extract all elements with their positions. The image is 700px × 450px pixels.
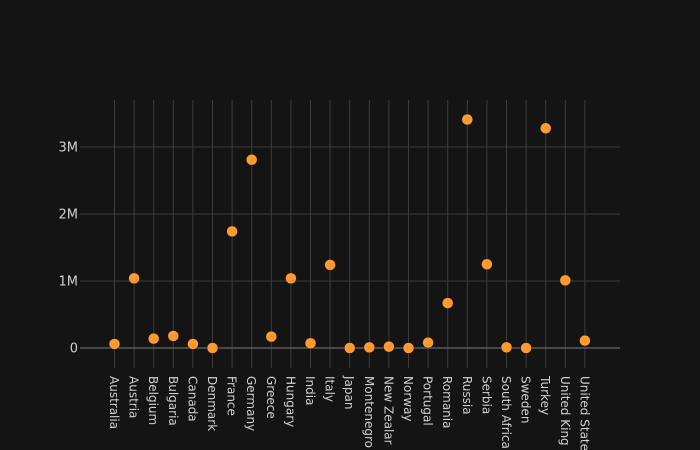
data-point-sweden: [520, 342, 532, 354]
x-tick-label: Austria: [127, 376, 141, 418]
x-tick-label: Turkey: [538, 375, 552, 415]
data-point-romania: [441, 297, 454, 309]
x-tick-label: United King: [558, 376, 572, 446]
x-tick-label: Germany: [244, 376, 258, 431]
x-tick-label: Denmark: [205, 376, 219, 431]
y-axis-ticks: 0 1M 2M 3M: [59, 141, 79, 357]
data-points: [108, 113, 591, 354]
data-point-hungary: [285, 272, 297, 285]
data-point-austria: [128, 272, 140, 285]
data-point-turkey: [539, 122, 552, 134]
x-tick-label: Hungary: [283, 376, 297, 427]
x-tick-label: Norway: [401, 376, 415, 422]
x-tick-label: Italy: [323, 376, 337, 402]
x-tick-label: South Africa: [499, 376, 513, 449]
x-tick-label: Greece: [264, 376, 278, 419]
data-point-serbia: [481, 258, 493, 270]
x-tick-label: New Zealar: [381, 376, 395, 445]
x-axis-ticks: Australia Austria Belgium Bulgaria Canada Den…: [107, 375, 591, 450]
x-tick-label: Australia: [107, 376, 121, 429]
data-point-united-kingdom: [559, 274, 572, 287]
x-tick-label: Japan: [342, 375, 356, 409]
data-point-bulgaria: [167, 330, 180, 342]
data-point-germany: [245, 153, 258, 166]
y-tick-label: 2M: [59, 208, 79, 223]
x-tick-label: Russia: [460, 376, 474, 415]
x-tick-label: Canada: [185, 376, 199, 422]
data-point-montenegro: [363, 341, 376, 354]
y-tick-label: 0: [70, 342, 78, 357]
data-point-france: [226, 225, 238, 238]
data-point-norway: [402, 342, 415, 354]
data-point-greece: [265, 330, 278, 343]
x-tick-label: United State: [577, 376, 591, 450]
data-point-australia: [108, 338, 121, 350]
data-point-india: [304, 337, 317, 350]
data-point-south-africa: [500, 341, 513, 354]
data-point-denmark: [206, 342, 219, 354]
x-tick-label: Montenegro: [362, 376, 376, 448]
data-point-japan: [343, 342, 356, 354]
data-point-united-states: [579, 334, 591, 347]
data-point-canada: [187, 338, 199, 350]
x-tick-label: Bulgaria: [166, 376, 180, 426]
data-point-portugal: [422, 336, 434, 349]
data-point-new-zealand: [383, 340, 395, 353]
x-tick-label: India: [303, 376, 317, 405]
x-tick-label: France: [225, 376, 239, 416]
x-tick-label: Sweden: [519, 376, 533, 423]
x-tick-label: Belgium: [146, 376, 160, 425]
data-point-russia: [461, 113, 474, 126]
x-tick-label: Serbia: [479, 376, 493, 414]
x-tick-label: Romania: [440, 376, 454, 428]
y-tick-label: 3M: [59, 141, 79, 156]
data-point-belgium: [147, 332, 160, 345]
y-tick-label: 1M: [59, 275, 79, 290]
data-point-italy: [324, 259, 336, 271]
x-tick-label: Portugal: [421, 376, 435, 426]
